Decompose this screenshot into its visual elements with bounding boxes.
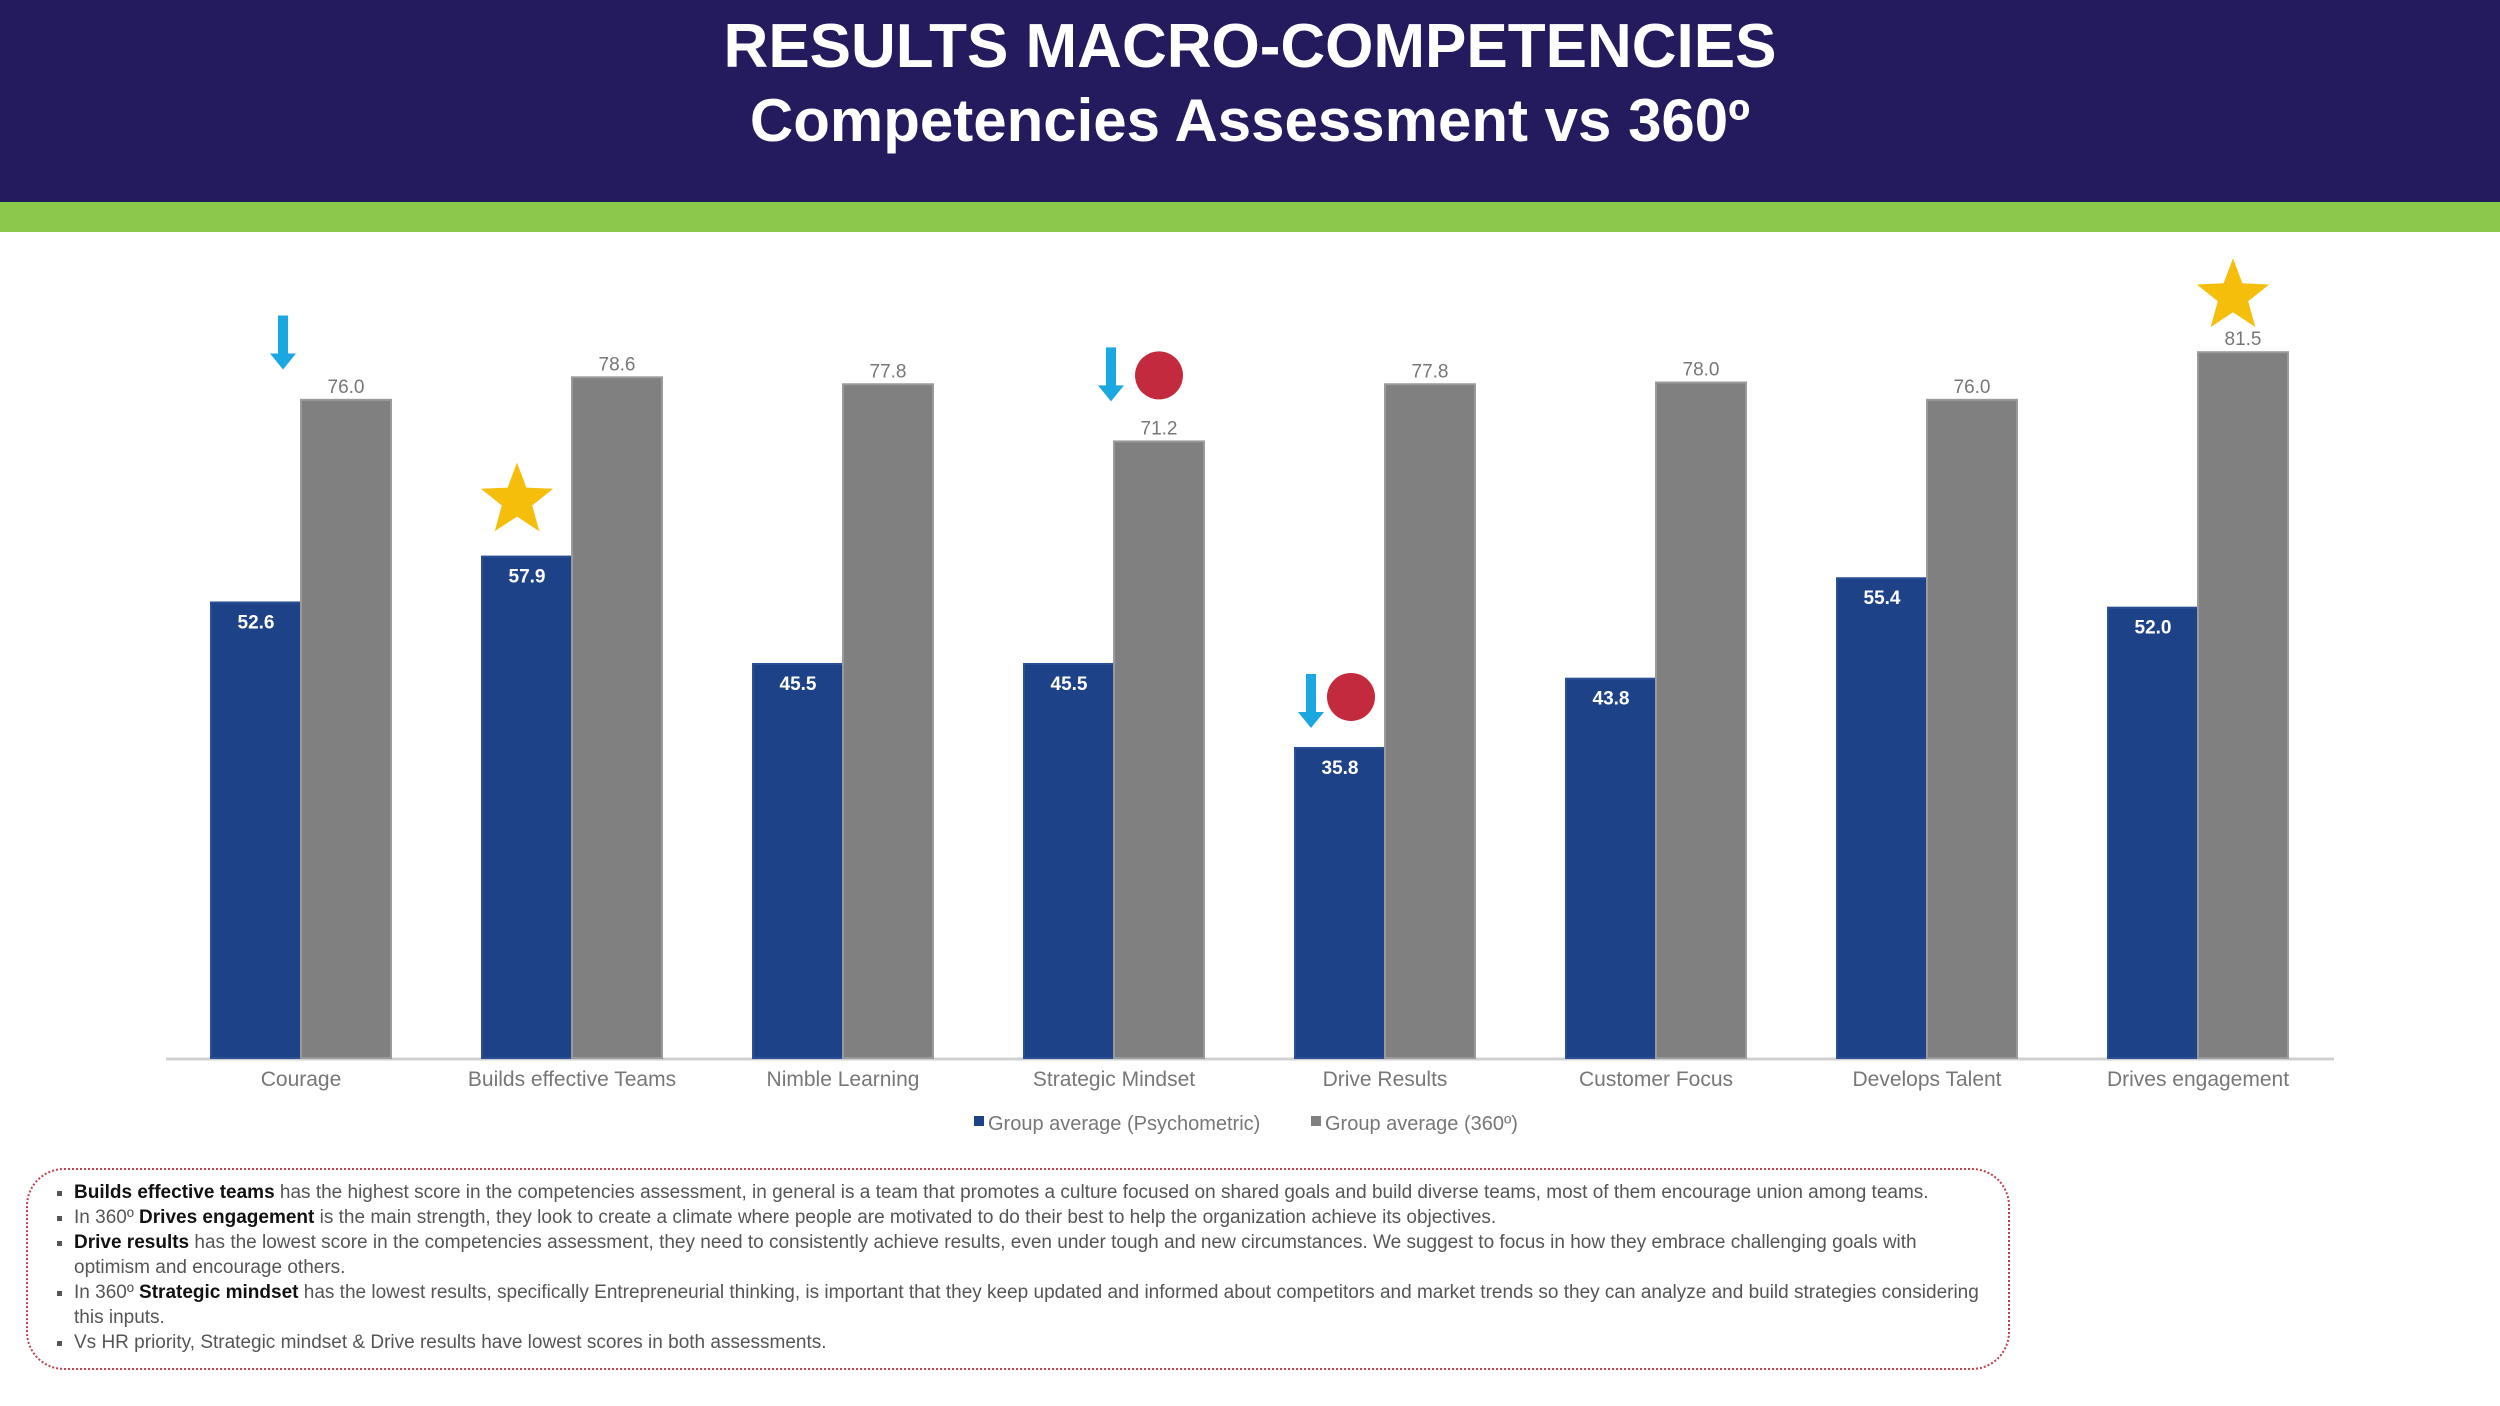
accent-band <box>0 202 2500 232</box>
alert-dot-icon <box>1327 672 1375 721</box>
star-icon <box>480 462 554 532</box>
bar <box>300 398 392 1059</box>
data-label: 52.6 <box>238 612 275 633</box>
data-label: 52.0 <box>2135 618 2172 639</box>
data-label: 57.9 <box>509 567 546 588</box>
alert-dot-icon <box>1135 351 1183 400</box>
x-tick-label: Builds effective Teams <box>468 1068 676 1091</box>
insight-highlight: Strategic mindset <box>139 1282 299 1303</box>
bar-chart: 52.6 76.0 Courage 57.9 78.6 Builds effective … <box>166 258 2334 1135</box>
data-label: 77.8 <box>1412 361 1449 382</box>
insight-highlight: Builds effective teams <box>74 1182 275 1203</box>
insight-prefix: Vs HR priority, Strategic mindset & Driv… <box>74 1332 827 1353</box>
bar <box>1113 440 1205 1059</box>
legend-swatch <box>1311 1116 1321 1126</box>
insights-box: Builds effective teams has the highest s… <box>26 1168 2010 1370</box>
bar <box>1926 398 2018 1059</box>
page-subtitle: Competencies Assessment vs 360º <box>749 87 1751 154</box>
x-tick-label: Drives engagement <box>2107 1068 2289 1091</box>
data-label: 78.0 <box>1683 360 1720 381</box>
bar <box>1565 677 1657 1059</box>
data-label: 78.6 <box>599 354 636 375</box>
bar <box>481 555 573 1059</box>
insight-prefix: In 360º <box>74 1282 140 1303</box>
star-icon <box>2196 258 2270 327</box>
data-label: 77.8 <box>870 361 907 382</box>
x-tick-label: Customer Focus <box>1579 1068 1733 1091</box>
bar <box>1023 662 1115 1059</box>
insight-highlight: Drives engagement <box>139 1207 315 1228</box>
down-arrow-icon <box>1298 673 1324 728</box>
bar <box>210 601 302 1059</box>
insight-item: In 360º Strategic mindset has the lowest… <box>74 1280 1988 1330</box>
insight-item: Builds effective teams has the highest s… <box>74 1180 1988 1205</box>
page-title: RESULTS MACRO-COMPETENCIES <box>723 12 1777 81</box>
down-arrow-icon <box>1098 347 1124 402</box>
insight-text: has the lowest score in the competencies… <box>74 1232 1917 1278</box>
bar <box>1655 381 1747 1059</box>
bar <box>2197 351 2289 1059</box>
insight-highlight: Drive results <box>74 1232 190 1253</box>
bar <box>1294 746 1386 1059</box>
data-label: 55.4 <box>1864 588 1901 609</box>
bar <box>842 383 934 1059</box>
data-label: 76.0 <box>328 377 365 398</box>
bar <box>1836 577 1928 1059</box>
bar <box>752 662 844 1059</box>
x-tick-label: Develops Talent <box>1852 1068 2001 1091</box>
insight-item: Drive results has the lowest score in th… <box>74 1230 1988 1280</box>
data-label: 71.2 <box>1141 418 1178 439</box>
insight-text: has the highest score in the competencie… <box>274 1182 1929 1203</box>
header-banner: RESULTS MACRO-COMPETENCIES Competencies … <box>0 0 2500 202</box>
bar <box>571 376 663 1060</box>
insight-prefix: In 360º <box>74 1207 140 1228</box>
data-label: 45.5 <box>780 674 817 695</box>
data-label: 76.0 <box>1954 377 1991 398</box>
legend-label: Group average (Psychometric) <box>988 1113 1260 1135</box>
data-label: 43.8 <box>1593 689 1630 710</box>
data-label: 81.5 <box>2225 329 2262 350</box>
insight-text: has the lowest results, specifically Ent… <box>74 1282 1979 1328</box>
insight-text: is the main strength, they look to creat… <box>314 1207 1497 1228</box>
bar <box>1384 383 1476 1059</box>
x-tick-label: Courage <box>261 1068 342 1091</box>
data-label: 35.8 <box>1322 758 1359 779</box>
x-tick-label: Strategic Mindset <box>1033 1068 1195 1091</box>
down-arrow-icon <box>270 315 296 370</box>
insights-list: Builds effective teams has the highest s… <box>48 1180 1988 1355</box>
insight-item: Vs HR priority, Strategic mindset & Driv… <box>74 1330 1988 1355</box>
bar <box>2107 606 2199 1059</box>
data-label: 45.5 <box>1051 674 1088 695</box>
legend-swatch <box>974 1116 984 1126</box>
insight-item: In 360º Drives engagement is the main st… <box>74 1205 1988 1230</box>
x-tick-label: Drive Results <box>1323 1068 1448 1091</box>
legend-label: Group average (360º) <box>1325 1113 1518 1135</box>
x-tick-label: Nimble Learning <box>767 1068 920 1091</box>
